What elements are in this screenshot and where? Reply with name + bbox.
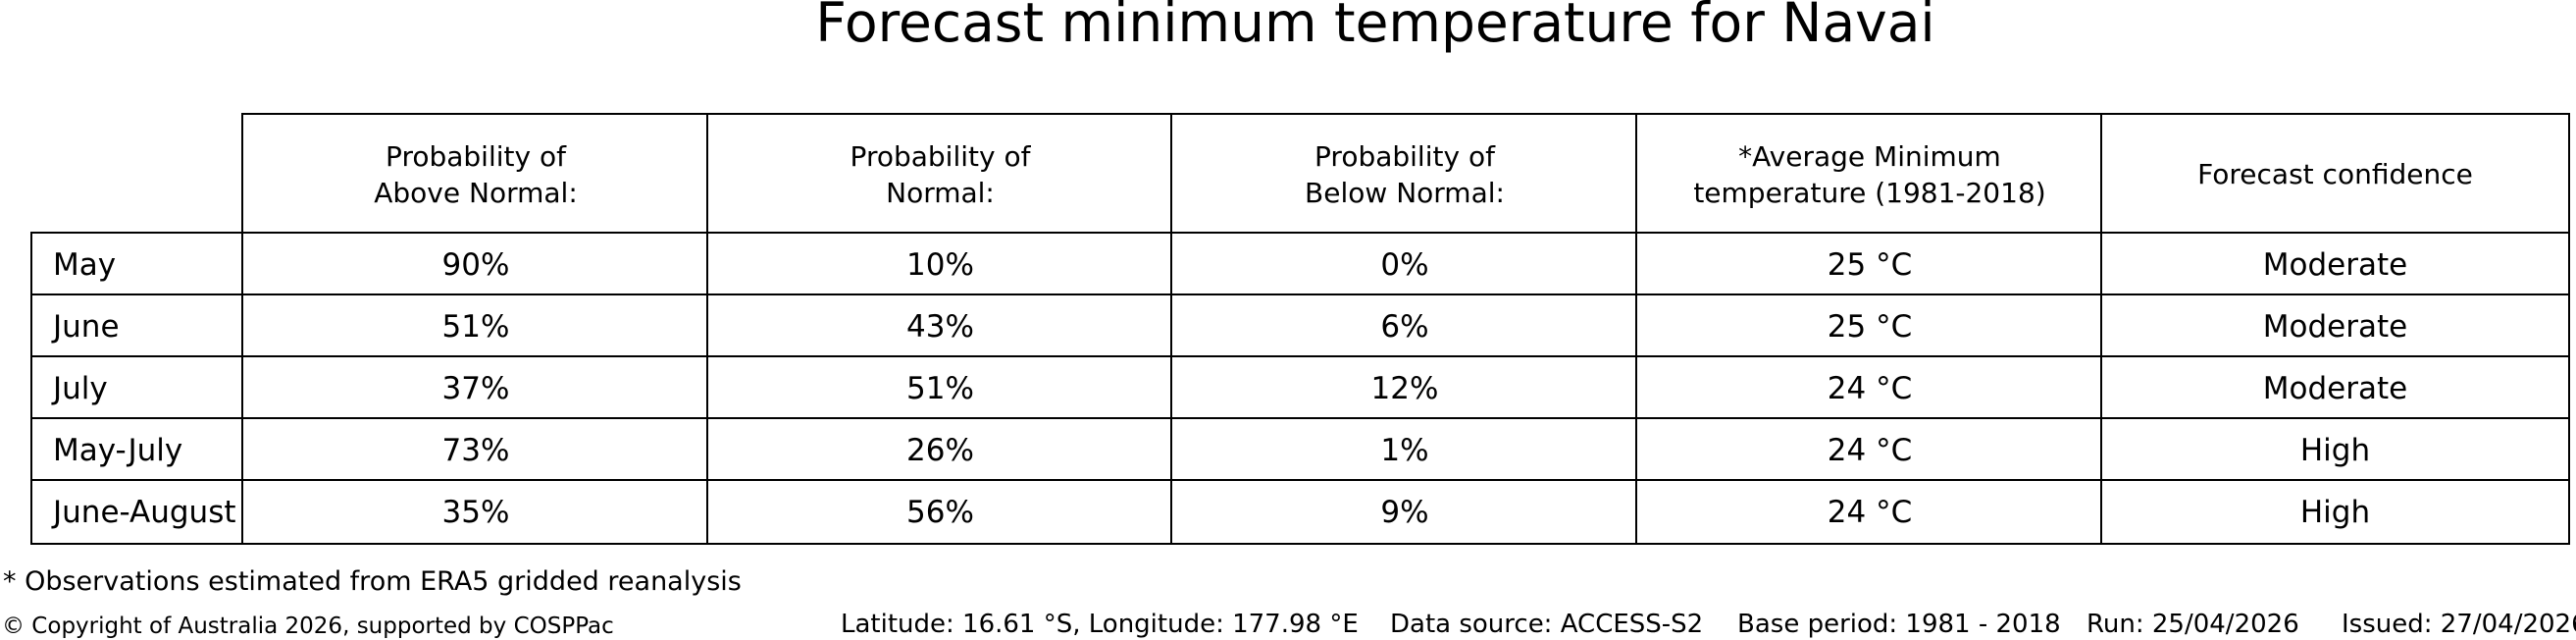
- table-cell: 24 °C: [1635, 479, 2104, 545]
- data-source-text: Data source: ACCESS-S2: [1390, 610, 1704, 639]
- row-label: June-August: [30, 479, 245, 545]
- table-cell: Moderate: [2100, 232, 2570, 297]
- table-cell: 90%: [241, 232, 710, 297]
- table-cell: 24 °C: [1635, 355, 2104, 421]
- table-cell: 25 °C: [1635, 293, 2104, 359]
- corner-cell: [32, 115, 243, 234]
- table-cell: 51%: [706, 355, 1174, 421]
- table-cell: 0%: [1170, 232, 1639, 297]
- row-label: May-July: [30, 417, 245, 483]
- table-cell: 35%: [241, 479, 710, 545]
- run-date-text: Run: 25/04/2026: [2087, 610, 2299, 639]
- table-cell: Moderate: [2100, 293, 2570, 359]
- col-header-above-normal: Probability of Above Normal:: [241, 113, 710, 236]
- table-cell: 24 °C: [1635, 417, 2104, 483]
- observations-footnote: * Observations estimated from ERA5 gridd…: [3, 566, 742, 597]
- base-period-text: Base period: 1981 - 2018: [1737, 610, 2061, 639]
- col-header-forecast-confidence: Forecast confidence: [2100, 113, 2570, 236]
- table-cell: 26%: [706, 417, 1174, 483]
- lat-long-text: Latitude: 16.61 °S, Longitude: 177.98 °E: [841, 610, 1359, 639]
- forecast-table: Probability of Above Normal: Probability…: [30, 113, 2570, 545]
- table-cell: 12%: [1170, 355, 1639, 421]
- col-header-below-normal: Probability of Below Normal:: [1170, 113, 1639, 236]
- table-cell: High: [2100, 417, 2570, 483]
- col-header-normal: Probability of Normal:: [706, 113, 1174, 236]
- table-cell: 43%: [706, 293, 1174, 359]
- row-label: June: [30, 293, 245, 359]
- table-cell: 10%: [706, 232, 1174, 297]
- table-cell: 37%: [241, 355, 710, 421]
- table-cell: High: [2100, 479, 2570, 545]
- table-cell: 73%: [241, 417, 710, 483]
- table-cell: 51%: [241, 293, 710, 359]
- figure-title: Forecast minimum temperature for Navai: [815, 0, 1935, 54]
- copyright-text: © Copyright of Australia 2026, supported…: [2, 613, 614, 639]
- table-cell: 25 °C: [1635, 232, 2104, 297]
- table-cell: 1%: [1170, 417, 1639, 483]
- row-label: July: [30, 355, 245, 421]
- table-cell: 9%: [1170, 479, 1639, 545]
- table-cell: Moderate: [2100, 355, 2570, 421]
- table-cell: 56%: [706, 479, 1174, 545]
- issued-date-text: Issued: 27/04/2026: [2342, 610, 2576, 639]
- table-cell: 6%: [1170, 293, 1639, 359]
- col-header-average-minimum: *Average Minimum temperature (1981-2018): [1635, 113, 2104, 236]
- row-label: May: [30, 232, 245, 297]
